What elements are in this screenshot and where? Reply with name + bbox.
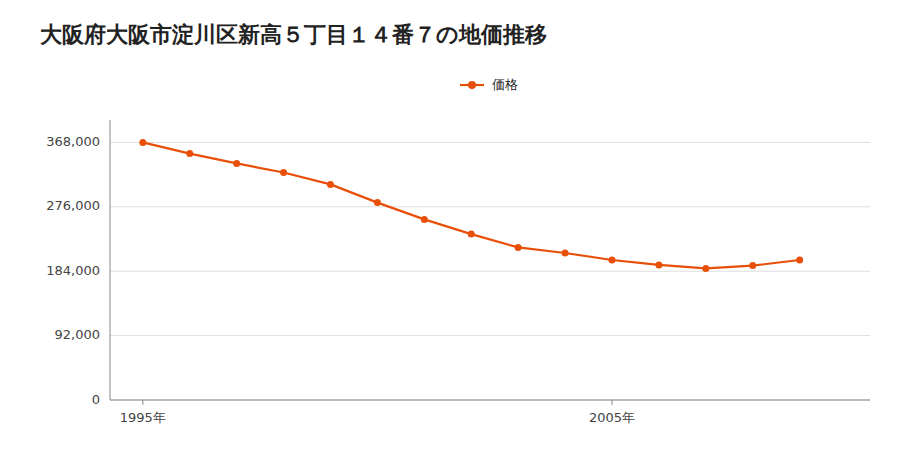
y-tick-label: 276,000 xyxy=(46,198,100,213)
point xyxy=(468,231,475,238)
legend: 価格 xyxy=(460,77,518,92)
x-tick xyxy=(142,400,143,405)
x-tick-label: 2005年 xyxy=(589,410,635,425)
grid-line xyxy=(110,142,870,143)
point xyxy=(139,139,146,146)
point xyxy=(749,262,756,269)
point xyxy=(233,160,240,167)
x-tick-label: 1995年 xyxy=(120,410,166,425)
legend-label: 価格 xyxy=(492,77,518,92)
point xyxy=(280,169,287,176)
chart: 大阪府大阪市淀川区新高５丁目１４番７の地価推移 0 92,000 184,000 276… xyxy=(0,0,900,450)
grid-line xyxy=(110,206,870,207)
legend-marker xyxy=(468,81,476,89)
y-axis-line xyxy=(110,120,111,400)
point xyxy=(562,250,569,257)
y-grid xyxy=(110,142,870,400)
point xyxy=(374,199,381,206)
point xyxy=(515,244,522,251)
point xyxy=(186,150,193,157)
grid-line xyxy=(110,400,870,401)
grid-line xyxy=(110,271,870,272)
y-tick-label: 92,000 xyxy=(55,327,101,342)
point xyxy=(796,257,803,264)
title: 大阪府大阪市淀川区新高５丁目１４番７の地価推移 xyxy=(40,22,547,47)
point xyxy=(702,265,709,272)
line xyxy=(143,142,800,268)
point xyxy=(608,257,615,264)
point xyxy=(421,216,428,223)
y-tick-label: 368,000 xyxy=(46,134,100,149)
y-tick-label: 0 xyxy=(92,392,100,407)
point xyxy=(655,261,662,268)
x-axis-line xyxy=(110,400,870,401)
point xyxy=(327,181,334,188)
grid-line xyxy=(110,335,870,336)
plot-area xyxy=(139,139,803,272)
x-tick xyxy=(611,400,612,405)
y-tick-label: 184,000 xyxy=(46,263,100,278)
